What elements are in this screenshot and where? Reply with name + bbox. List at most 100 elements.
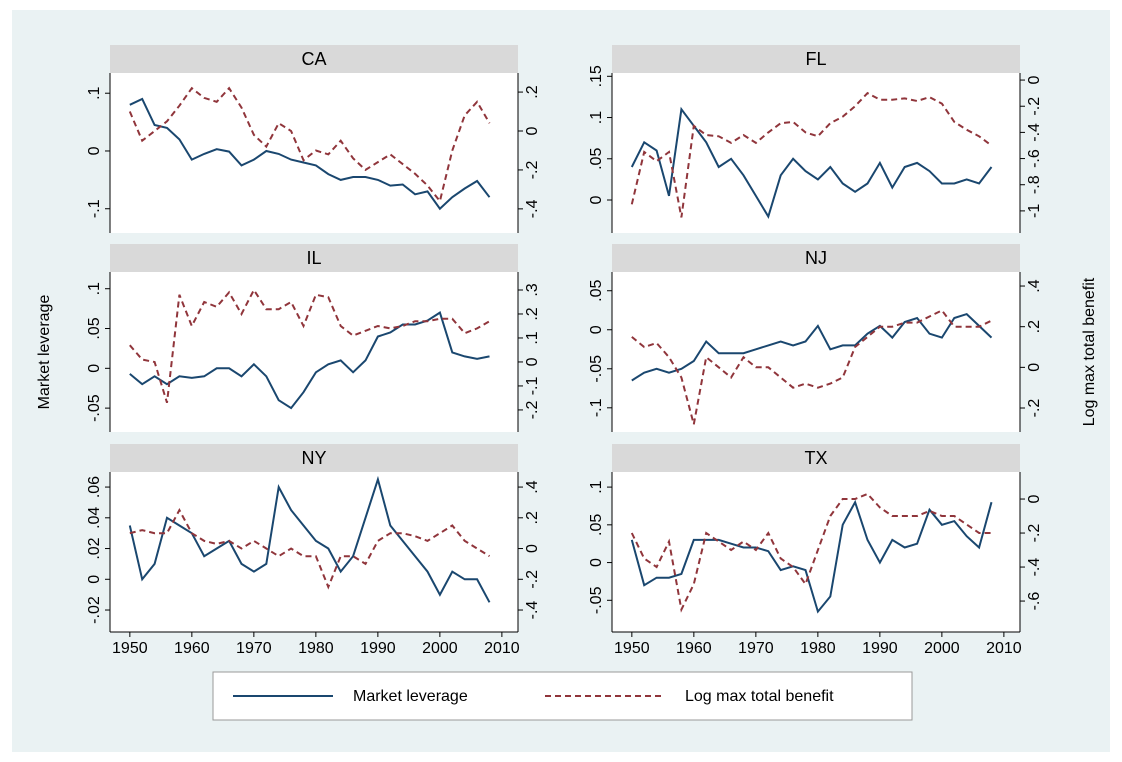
y-tick-label: .05 — [588, 514, 605, 536]
series-line — [129, 507, 491, 590]
y2-tick-label: -.4 — [1026, 123, 1043, 142]
series-line — [631, 309, 992, 425]
y2-tick-label: .4 — [524, 480, 541, 493]
strip — [110, 444, 518, 472]
y-tick-label: .05 — [588, 148, 605, 170]
y2-axis-title: Log max total benefit — [1081, 277, 1098, 426]
y-tick-label: .05 — [86, 317, 103, 339]
y2-tick-label: 0 — [1026, 494, 1043, 503]
y2-tick-label: .3 — [524, 283, 541, 296]
y2-tick-label: .2 — [524, 85, 541, 98]
y-tick-label: .06 — [86, 476, 103, 498]
series-line — [129, 311, 490, 410]
strip — [110, 244, 518, 272]
y2-tick-label: -.6 — [1026, 592, 1043, 611]
panel-title: FL — [805, 49, 826, 69]
series-line — [129, 288, 491, 403]
y-tick-label: .1 — [588, 111, 605, 124]
y2-tick-label: 0 — [1026, 363, 1043, 372]
y-tick-label: .1 — [588, 480, 605, 493]
y-tick-label: 0 — [588, 558, 605, 567]
x-tick-label: 2010 — [484, 640, 520, 657]
y-axis-title: Market leverage — [36, 295, 53, 410]
x-tick-label: 1950 — [112, 640, 148, 657]
series-line — [128, 86, 491, 204]
y2-tick-label: -.4 — [524, 601, 541, 620]
panel-title: NY — [301, 448, 326, 468]
x-tick-label: 1970 — [236, 640, 272, 657]
panel-title: NJ — [805, 248, 827, 268]
legend-label: Market leverage — [353, 688, 468, 705]
y2-tick-label: -.2 — [524, 400, 541, 419]
y2-tick-label: 0 — [524, 126, 541, 135]
x-tick-label: 1960 — [174, 640, 210, 657]
strip — [612, 444, 1020, 472]
y2-tick-label: .1 — [524, 331, 541, 344]
y-tick-label: 0 — [588, 195, 605, 204]
x-tick-label: 1970 — [738, 640, 774, 657]
y-tick-label: .1 — [86, 282, 103, 295]
series-line — [630, 91, 993, 218]
y-tick-label: -.05 — [86, 394, 103, 422]
y-tick-label: .15 — [588, 65, 605, 87]
x-tick-label: 1990 — [360, 640, 396, 657]
y2-tick-label: -.4 — [1026, 558, 1043, 577]
y-tick-label: 0 — [588, 325, 605, 334]
y2-tick-label: 0 — [524, 357, 541, 366]
y2-tick-label: .2 — [1026, 320, 1043, 333]
x-tick-label: 1990 — [862, 640, 898, 657]
x-tick-label: 1980 — [298, 640, 334, 657]
y2-tick-label: -1 — [1026, 204, 1043, 218]
x-tick-label: 1980 — [800, 640, 836, 657]
strip — [110, 45, 518, 73]
y2-tick-label: -.2 — [1026, 97, 1043, 116]
series-line — [631, 312, 993, 382]
y-tick-label: 0 — [86, 575, 103, 584]
plot-region — [110, 73, 518, 233]
x-tick-label: 1950 — [614, 640, 650, 657]
series-line — [129, 97, 491, 211]
strip — [612, 45, 1020, 73]
y2-tick-label: .4 — [1026, 279, 1043, 292]
plot-region — [110, 272, 518, 432]
x-tick-label: 2000 — [924, 640, 960, 657]
plot-region — [612, 73, 1020, 233]
y2-tick-label: -.8 — [1026, 175, 1043, 194]
series-line — [128, 475, 491, 603]
y-tick-label: -.05 — [588, 355, 605, 383]
y-tick-label: -.1 — [86, 199, 103, 218]
y-tick-label: .1 — [86, 86, 103, 99]
y2-tick-label: .2 — [524, 307, 541, 320]
y2-tick-label: -.4 — [524, 199, 541, 218]
x-tick-label: 2010 — [986, 640, 1022, 657]
y2-tick-label: 0 — [1026, 76, 1043, 85]
panel-title: TX — [804, 448, 827, 468]
panel-title: CA — [301, 49, 326, 69]
y2-tick-label: -.2 — [1026, 399, 1043, 418]
y-tick-label: -.02 — [86, 596, 103, 624]
y-tick-label: .05 — [588, 280, 605, 302]
y2-tick-label: 0 — [524, 544, 541, 553]
y2-tick-label: .2 — [524, 511, 541, 524]
y-tick-label: .04 — [86, 507, 103, 529]
y-tick-label: .02 — [86, 537, 103, 559]
y2-tick-label: -.1 — [524, 377, 541, 396]
y2-tick-label: -.2 — [524, 570, 541, 589]
y2-tick-label: -.2 — [1026, 524, 1043, 543]
strip — [612, 244, 1020, 272]
x-tick-label: 2000 — [422, 640, 458, 657]
series-line — [630, 492, 992, 613]
plot-region — [612, 272, 1020, 432]
x-tick-label: 1960 — [676, 640, 712, 657]
y-tick-label: -.1 — [588, 398, 605, 417]
series-line — [630, 106, 993, 219]
y-tick-label: 0 — [86, 364, 103, 373]
y-tick-label: -.05 — [588, 586, 605, 614]
y2-tick-label: -.6 — [1026, 149, 1043, 168]
panel-title: IL — [306, 248, 321, 268]
y-tick-label: 0 — [86, 146, 103, 155]
plot-region — [110, 472, 518, 632]
legend-label: Log max total benefit — [685, 688, 834, 705]
y2-tick-label: -.2 — [524, 160, 541, 179]
